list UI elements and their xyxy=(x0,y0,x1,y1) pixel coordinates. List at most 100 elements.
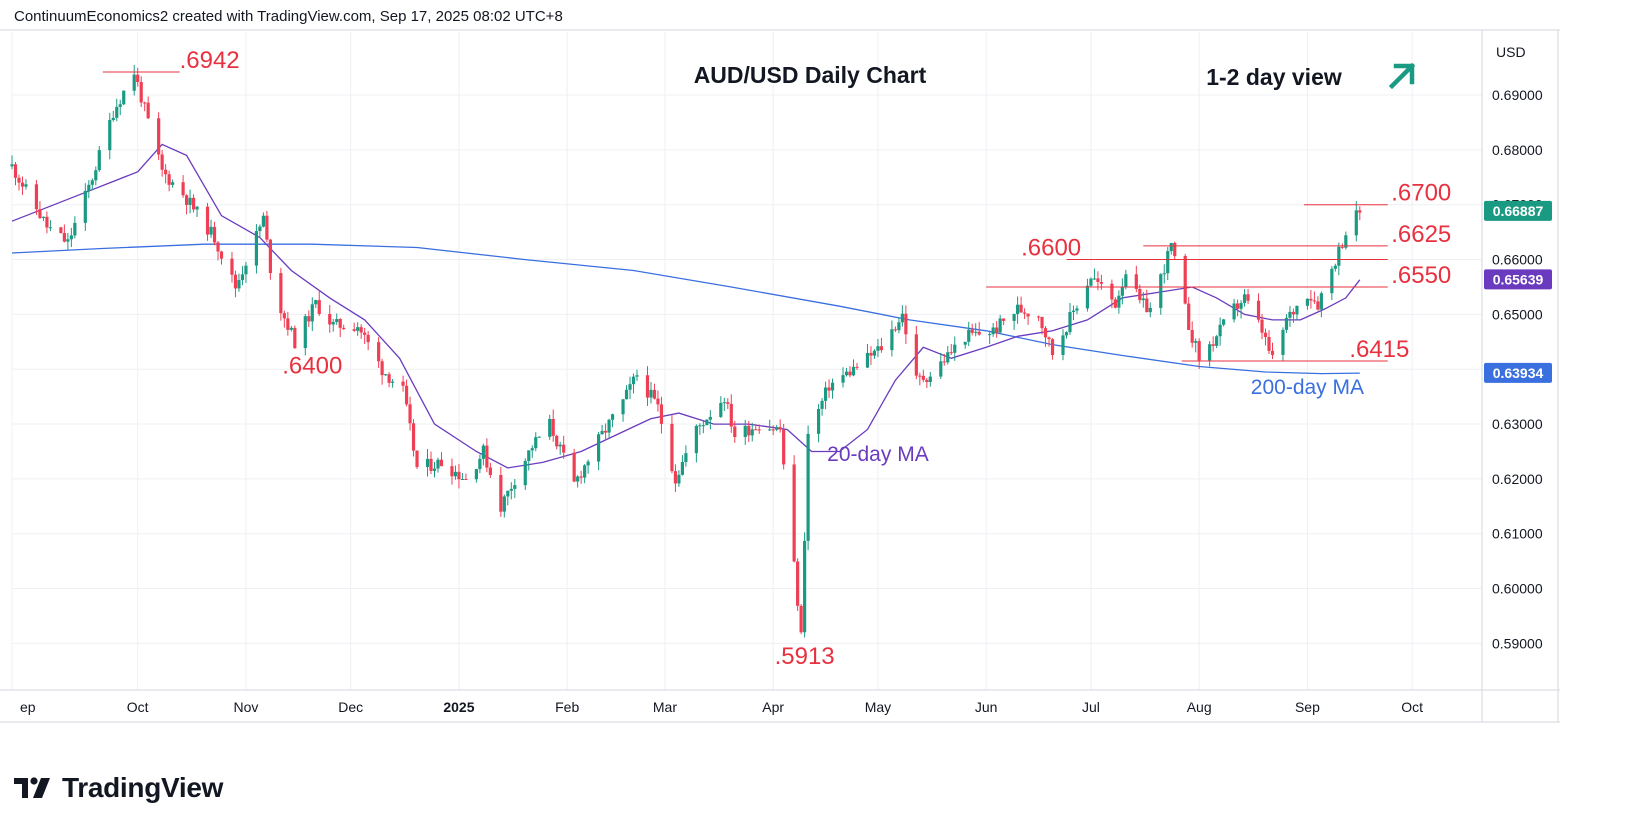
candle-body xyxy=(509,488,513,491)
candle-body xyxy=(1232,303,1236,320)
candle-body xyxy=(974,331,978,333)
candle-body xyxy=(390,381,395,383)
ma20-series xyxy=(11,143,1361,469)
candle-body xyxy=(1022,312,1027,314)
candle-body xyxy=(282,313,286,319)
candle-body xyxy=(1019,304,1023,313)
candle-body xyxy=(1288,311,1292,318)
x-tick-label: Oct xyxy=(1401,699,1423,715)
candlestick-series xyxy=(10,65,1362,638)
candle-body xyxy=(583,465,587,478)
candle-body xyxy=(506,490,510,497)
candle-body xyxy=(670,423,674,472)
candle-body xyxy=(970,329,974,333)
candle-body xyxy=(1089,278,1093,286)
candle-body xyxy=(69,235,73,240)
candle-body xyxy=(268,239,272,274)
candle-body xyxy=(1316,301,1320,310)
ma20-badge: 0.65639 xyxy=(1493,271,1544,287)
candle-body xyxy=(429,458,433,471)
candle-body xyxy=(20,182,25,187)
candle-body xyxy=(1281,329,1285,355)
candle-body xyxy=(803,540,807,633)
candle-body xyxy=(879,346,884,351)
candle-body xyxy=(1194,341,1198,343)
candle-body xyxy=(83,190,87,223)
candle-body xyxy=(694,425,698,454)
candle-body xyxy=(925,379,929,383)
candle-body xyxy=(722,402,726,404)
candle-body xyxy=(719,402,723,417)
candle-body xyxy=(865,352,870,368)
candle-body xyxy=(1312,300,1316,302)
candle-body xyxy=(191,197,196,210)
candle-body xyxy=(188,197,192,205)
x-tick-label: Mar xyxy=(653,699,677,715)
candle-body xyxy=(963,341,967,345)
candle-body xyxy=(457,471,461,480)
candle-body xyxy=(1169,242,1173,252)
candle-body xyxy=(1134,274,1138,289)
candle-body xyxy=(436,459,440,469)
candle-body xyxy=(411,423,416,451)
candle-body xyxy=(757,429,761,431)
candle-body xyxy=(66,239,70,242)
candle-body xyxy=(523,460,527,486)
candle-body xyxy=(991,327,995,335)
candle-body xyxy=(1260,319,1264,333)
x-tick-label: Feb xyxy=(555,699,579,715)
candle-body xyxy=(240,274,245,281)
candle-body xyxy=(1141,298,1145,301)
candle-body xyxy=(530,448,534,451)
candle-body xyxy=(13,164,18,178)
candle-body xyxy=(464,479,468,481)
ma200-badge-bg xyxy=(1484,362,1552,383)
candle-body xyxy=(303,316,307,349)
y-tick-label: 0.61000 xyxy=(1492,526,1543,542)
candle-body xyxy=(478,458,482,470)
candle-body xyxy=(743,425,747,438)
candle-body xyxy=(1092,278,1097,280)
candle-body xyxy=(171,182,175,185)
candle-body xyxy=(115,106,119,118)
candle-body xyxy=(1064,332,1069,336)
x-tick-label: Jul xyxy=(1082,699,1100,715)
candle-body xyxy=(1235,303,1240,309)
candle-body xyxy=(551,418,555,436)
x-tick-label: Apr xyxy=(762,699,784,715)
candle-body xyxy=(897,322,901,331)
candle-body xyxy=(415,450,419,468)
candle-body xyxy=(1333,265,1337,269)
tradingview-logo-text: TradingView xyxy=(62,772,224,803)
tradingview-logo[interactable]: TradingView xyxy=(14,772,223,804)
candle-body xyxy=(579,476,583,478)
candle-body xyxy=(747,425,751,436)
candle-body xyxy=(34,184,39,210)
candle-body xyxy=(890,329,894,351)
candle-body xyxy=(195,206,199,210)
price-annotation: .5913 xyxy=(775,643,835,670)
candle-body xyxy=(1138,288,1142,301)
candle-body xyxy=(1295,305,1299,315)
candle-body xyxy=(164,169,168,175)
candle-body xyxy=(108,119,112,151)
candle-body xyxy=(387,374,391,383)
candle-body xyxy=(87,184,91,191)
candle-body xyxy=(1085,285,1090,309)
candle-body xyxy=(1173,242,1177,257)
candle-body xyxy=(244,265,248,275)
candle-body xyxy=(848,371,852,376)
candle-body xyxy=(474,469,478,480)
candle-body xyxy=(771,429,775,431)
candle-body xyxy=(1267,337,1271,351)
candle-body xyxy=(1110,283,1114,300)
candle-body xyxy=(939,361,943,377)
candle-body xyxy=(439,459,444,467)
candle-body xyxy=(621,399,625,415)
candle-body xyxy=(586,461,590,466)
candle-body xyxy=(258,226,262,232)
candle-body xyxy=(1113,299,1117,308)
candle-body xyxy=(1075,308,1079,311)
candle-body xyxy=(359,327,363,333)
